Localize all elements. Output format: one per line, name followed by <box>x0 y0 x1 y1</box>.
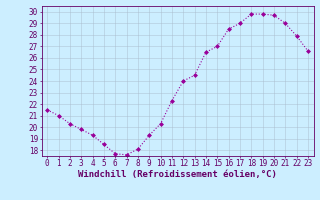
X-axis label: Windchill (Refroidissement éolien,°C): Windchill (Refroidissement éolien,°C) <box>78 170 277 179</box>
